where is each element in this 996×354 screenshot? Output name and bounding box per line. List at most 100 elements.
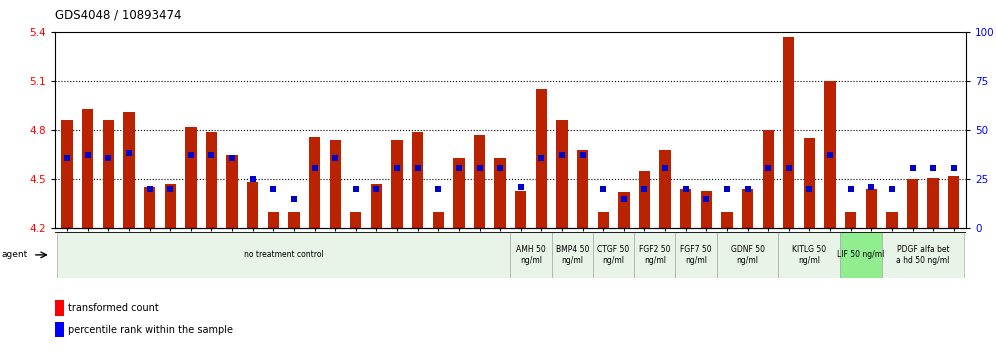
Bar xyxy=(779,232,841,278)
Bar xyxy=(511,232,552,278)
Bar xyxy=(432,212,444,228)
Bar xyxy=(474,135,485,228)
Point xyxy=(802,186,818,192)
Point xyxy=(534,155,550,161)
Text: GDS4048 / 10893474: GDS4048 / 10893474 xyxy=(55,9,181,22)
Text: FGF7 50
ng/ml: FGF7 50 ng/ml xyxy=(680,245,712,264)
Bar xyxy=(593,232,634,278)
Bar xyxy=(55,300,64,316)
Point xyxy=(224,155,240,161)
Bar xyxy=(680,189,691,228)
Text: transformed count: transformed count xyxy=(68,303,158,313)
Bar xyxy=(700,191,712,228)
Text: CTGF 50
ng/ml: CTGF 50 ng/ml xyxy=(598,245,629,264)
Point xyxy=(575,152,591,158)
Point xyxy=(904,165,920,171)
Point xyxy=(513,184,529,190)
Point xyxy=(162,186,178,192)
Bar xyxy=(927,178,939,228)
Point xyxy=(740,186,756,192)
Bar xyxy=(371,184,382,228)
Bar xyxy=(206,132,217,228)
Bar xyxy=(536,89,547,228)
Bar xyxy=(638,171,650,228)
Bar xyxy=(742,189,753,228)
Bar xyxy=(309,137,321,228)
Bar xyxy=(659,150,670,228)
Point xyxy=(492,165,508,171)
Point xyxy=(409,165,425,171)
Bar xyxy=(866,189,876,228)
Point xyxy=(760,165,776,171)
Point xyxy=(596,186,612,192)
Point xyxy=(554,152,570,158)
Point xyxy=(80,152,96,158)
Point xyxy=(883,186,899,192)
Bar xyxy=(185,127,196,228)
Bar xyxy=(717,232,779,278)
Bar xyxy=(886,212,897,228)
Point xyxy=(328,155,344,161)
Point xyxy=(389,165,405,171)
Point xyxy=(864,184,879,190)
Point xyxy=(348,186,364,192)
Point xyxy=(677,186,693,192)
Point xyxy=(719,186,735,192)
Bar xyxy=(515,191,527,228)
Bar xyxy=(226,155,238,228)
Point xyxy=(471,165,487,171)
Bar xyxy=(881,232,964,278)
Point xyxy=(122,150,137,156)
Bar xyxy=(783,37,795,228)
Bar xyxy=(268,212,279,228)
Bar xyxy=(55,321,64,337)
Bar xyxy=(598,212,609,228)
Text: FGF2 50
ng/ml: FGF2 50 ng/ml xyxy=(639,245,670,264)
Point xyxy=(925,165,941,171)
Point xyxy=(59,155,75,161)
Bar xyxy=(906,179,918,228)
Text: PDGF alfa bet
a hd 50 ng/ml: PDGF alfa bet a hd 50 ng/ml xyxy=(896,245,949,264)
Point xyxy=(781,165,797,171)
Bar xyxy=(351,212,362,228)
Bar xyxy=(391,140,402,228)
Bar xyxy=(247,183,258,228)
Bar xyxy=(763,130,774,228)
Bar xyxy=(552,232,593,278)
Point xyxy=(946,165,962,171)
Bar xyxy=(103,120,115,228)
Bar xyxy=(164,184,176,228)
Bar xyxy=(675,232,717,278)
Bar xyxy=(62,120,73,228)
Point xyxy=(636,186,652,192)
Bar xyxy=(634,232,675,278)
Bar xyxy=(825,81,836,228)
Point xyxy=(245,176,261,182)
Point xyxy=(203,152,219,158)
Text: no treatment control: no treatment control xyxy=(244,250,324,259)
Bar xyxy=(288,212,300,228)
Bar xyxy=(82,109,94,228)
Text: AMH 50
ng/ml: AMH 50 ng/ml xyxy=(516,245,546,264)
Point xyxy=(822,152,838,158)
Bar xyxy=(144,187,155,228)
Text: percentile rank within the sample: percentile rank within the sample xyxy=(68,325,232,335)
Text: LIF 50 ng/ml: LIF 50 ng/ml xyxy=(838,250,884,259)
Point xyxy=(451,165,467,171)
Bar xyxy=(494,158,506,228)
Bar xyxy=(412,132,423,228)
Text: KITLG 50
ng/ml: KITLG 50 ng/ml xyxy=(793,245,827,264)
Bar xyxy=(557,120,568,228)
Bar xyxy=(57,232,511,278)
Point xyxy=(657,165,673,171)
Point xyxy=(307,165,323,171)
Bar xyxy=(453,158,464,228)
Bar xyxy=(577,150,589,228)
Point xyxy=(430,186,446,192)
Point xyxy=(101,155,117,161)
Point xyxy=(141,186,157,192)
Text: GDNF 50
ng/ml: GDNF 50 ng/ml xyxy=(730,245,765,264)
Bar xyxy=(948,176,959,228)
Point xyxy=(265,186,281,192)
Bar xyxy=(841,232,881,278)
